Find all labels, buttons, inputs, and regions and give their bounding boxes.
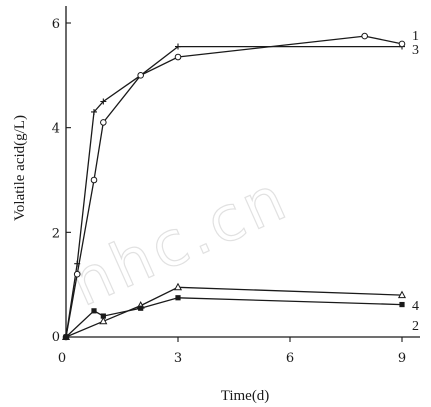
x-axis-label: Time(d) <box>221 388 270 404</box>
y-tick-label: 4 <box>52 122 60 137</box>
y-tick-label: 6 <box>52 17 60 32</box>
x-ticks: 0 3 6 9 <box>58 337 406 366</box>
series-1-label: 1 <box>412 29 419 44</box>
series-2-point <box>399 301 405 308</box>
series-3-point <box>73 270 81 278</box>
y-ticks: 2 4 6 0 <box>52 17 71 345</box>
series-2-point <box>138 305 144 311</box>
x-tick-label: 6 <box>286 351 294 366</box>
series-3-point <box>90 176 98 184</box>
series-4-label: 4 <box>412 299 419 314</box>
series-2-point <box>63 334 69 340</box>
x-tick-label: 3 <box>174 351 182 366</box>
series-2-label: 2 <box>412 319 419 334</box>
y-tick-label: 2 <box>52 226 60 241</box>
series-1-point <box>91 108 97 115</box>
series-1-point <box>100 98 107 105</box>
series-3-point <box>100 119 107 126</box>
series-3-line <box>65 35 403 338</box>
series-1-point <box>175 43 181 50</box>
series-3-point <box>398 40 406 48</box>
series-3-point <box>174 53 182 61</box>
series-3-point <box>361 32 368 40</box>
series-4-point <box>397 290 407 299</box>
x-tick-label: 0 <box>58 351 66 366</box>
series-2-point <box>175 295 181 301</box>
series-2-point <box>100 313 106 319</box>
series-group: 13 4 2 <box>61 29 419 341</box>
y-tick-label: 0 <box>52 330 60 345</box>
y-axis-label: Volatile acid(g/L) <box>12 115 28 221</box>
series-3-label: 3 <box>412 43 419 58</box>
series-4-point <box>173 282 183 291</box>
x-tick-label: 9 <box>398 351 406 366</box>
series-3-point <box>137 72 144 79</box>
series-2-point <box>91 308 97 314</box>
series-4-point <box>99 316 108 325</box>
series-2-line <box>65 297 403 338</box>
